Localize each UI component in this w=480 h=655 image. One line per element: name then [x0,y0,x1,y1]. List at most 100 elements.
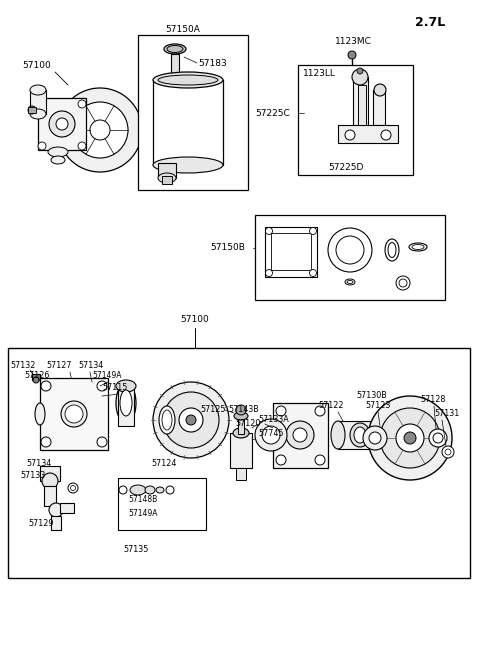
Ellipse shape [65,405,83,423]
Ellipse shape [345,279,355,285]
Ellipse shape [158,173,176,183]
Text: 57225D: 57225D [328,162,363,172]
Ellipse shape [354,427,366,443]
Bar [255,215,445,300]
Bar [236,468,246,480]
Circle shape [369,432,381,444]
Text: 57120: 57120 [235,419,260,428]
Bar [358,85,366,125]
Ellipse shape [48,147,68,157]
Ellipse shape [30,109,46,119]
Bar [118,386,134,426]
Circle shape [265,227,273,234]
Circle shape [97,381,107,391]
Ellipse shape [153,157,223,173]
Bar [271,233,311,270]
Circle shape [396,424,424,452]
Circle shape [255,419,287,451]
Circle shape [429,429,447,447]
Circle shape [276,455,286,465]
Circle shape [310,269,316,276]
Text: 57130B: 57130B [356,392,387,400]
Bar [38,98,86,150]
Circle shape [445,449,451,455]
Text: 57150B: 57150B [210,244,245,252]
Ellipse shape [120,390,132,416]
Circle shape [236,405,246,415]
Circle shape [28,106,36,114]
Circle shape [97,437,107,447]
Text: 57135: 57135 [123,546,149,555]
Text: 57133: 57133 [20,472,45,481]
Ellipse shape [159,406,175,434]
Bar [32,374,40,380]
Circle shape [368,396,452,480]
Text: 57126: 57126 [24,371,49,381]
Circle shape [396,276,410,290]
Bar [40,466,60,481]
Bar [338,421,383,449]
Ellipse shape [162,410,172,430]
Bar [118,478,206,530]
Circle shape [286,421,314,449]
Circle shape [38,100,46,108]
Circle shape [293,428,307,442]
Circle shape [336,236,364,264]
Bar [265,227,317,277]
Bar [60,503,74,513]
Bar [298,65,413,175]
Ellipse shape [409,243,427,251]
Bar [8,348,470,578]
Bar [51,516,61,530]
Text: 57124: 57124 [151,458,176,468]
Circle shape [78,142,86,150]
Text: 1123LL: 1123LL [303,69,336,77]
Circle shape [153,382,229,458]
Circle shape [328,228,372,272]
Text: 57123: 57123 [365,402,390,411]
Text: 57150A: 57150A [165,26,200,35]
Circle shape [348,51,356,59]
Circle shape [163,392,219,448]
Circle shape [179,408,203,432]
Circle shape [33,377,39,383]
Bar [373,90,385,125]
Bar [153,80,223,165]
Bar [30,90,46,114]
Text: 57134: 57134 [78,362,103,371]
Bar [273,403,328,468]
Circle shape [404,432,416,444]
Text: 57143B: 57143B [228,405,259,415]
Circle shape [363,426,387,450]
Text: 57133A: 57133A [258,415,289,424]
Ellipse shape [350,423,370,447]
Text: 57225C: 57225C [255,109,290,117]
Circle shape [72,102,128,158]
Text: 1123MC: 1123MC [335,37,372,47]
Ellipse shape [167,45,183,52]
Text: 57100: 57100 [22,60,51,69]
Ellipse shape [385,239,399,261]
Bar [28,107,36,113]
Ellipse shape [153,72,223,88]
Circle shape [186,415,196,425]
Circle shape [357,68,363,74]
Circle shape [68,483,78,493]
Bar [158,163,176,178]
Circle shape [262,426,280,444]
Circle shape [56,118,68,130]
Text: 57149A: 57149A [92,371,121,381]
Ellipse shape [156,487,164,493]
Circle shape [374,84,386,96]
Ellipse shape [30,85,46,95]
Circle shape [380,408,440,468]
Ellipse shape [116,380,136,392]
Ellipse shape [35,403,45,425]
Bar [44,486,56,506]
Circle shape [49,503,63,517]
Circle shape [265,269,273,276]
Ellipse shape [388,242,396,257]
Ellipse shape [145,486,155,494]
Circle shape [315,455,325,465]
Text: 57129: 57129 [28,519,53,527]
